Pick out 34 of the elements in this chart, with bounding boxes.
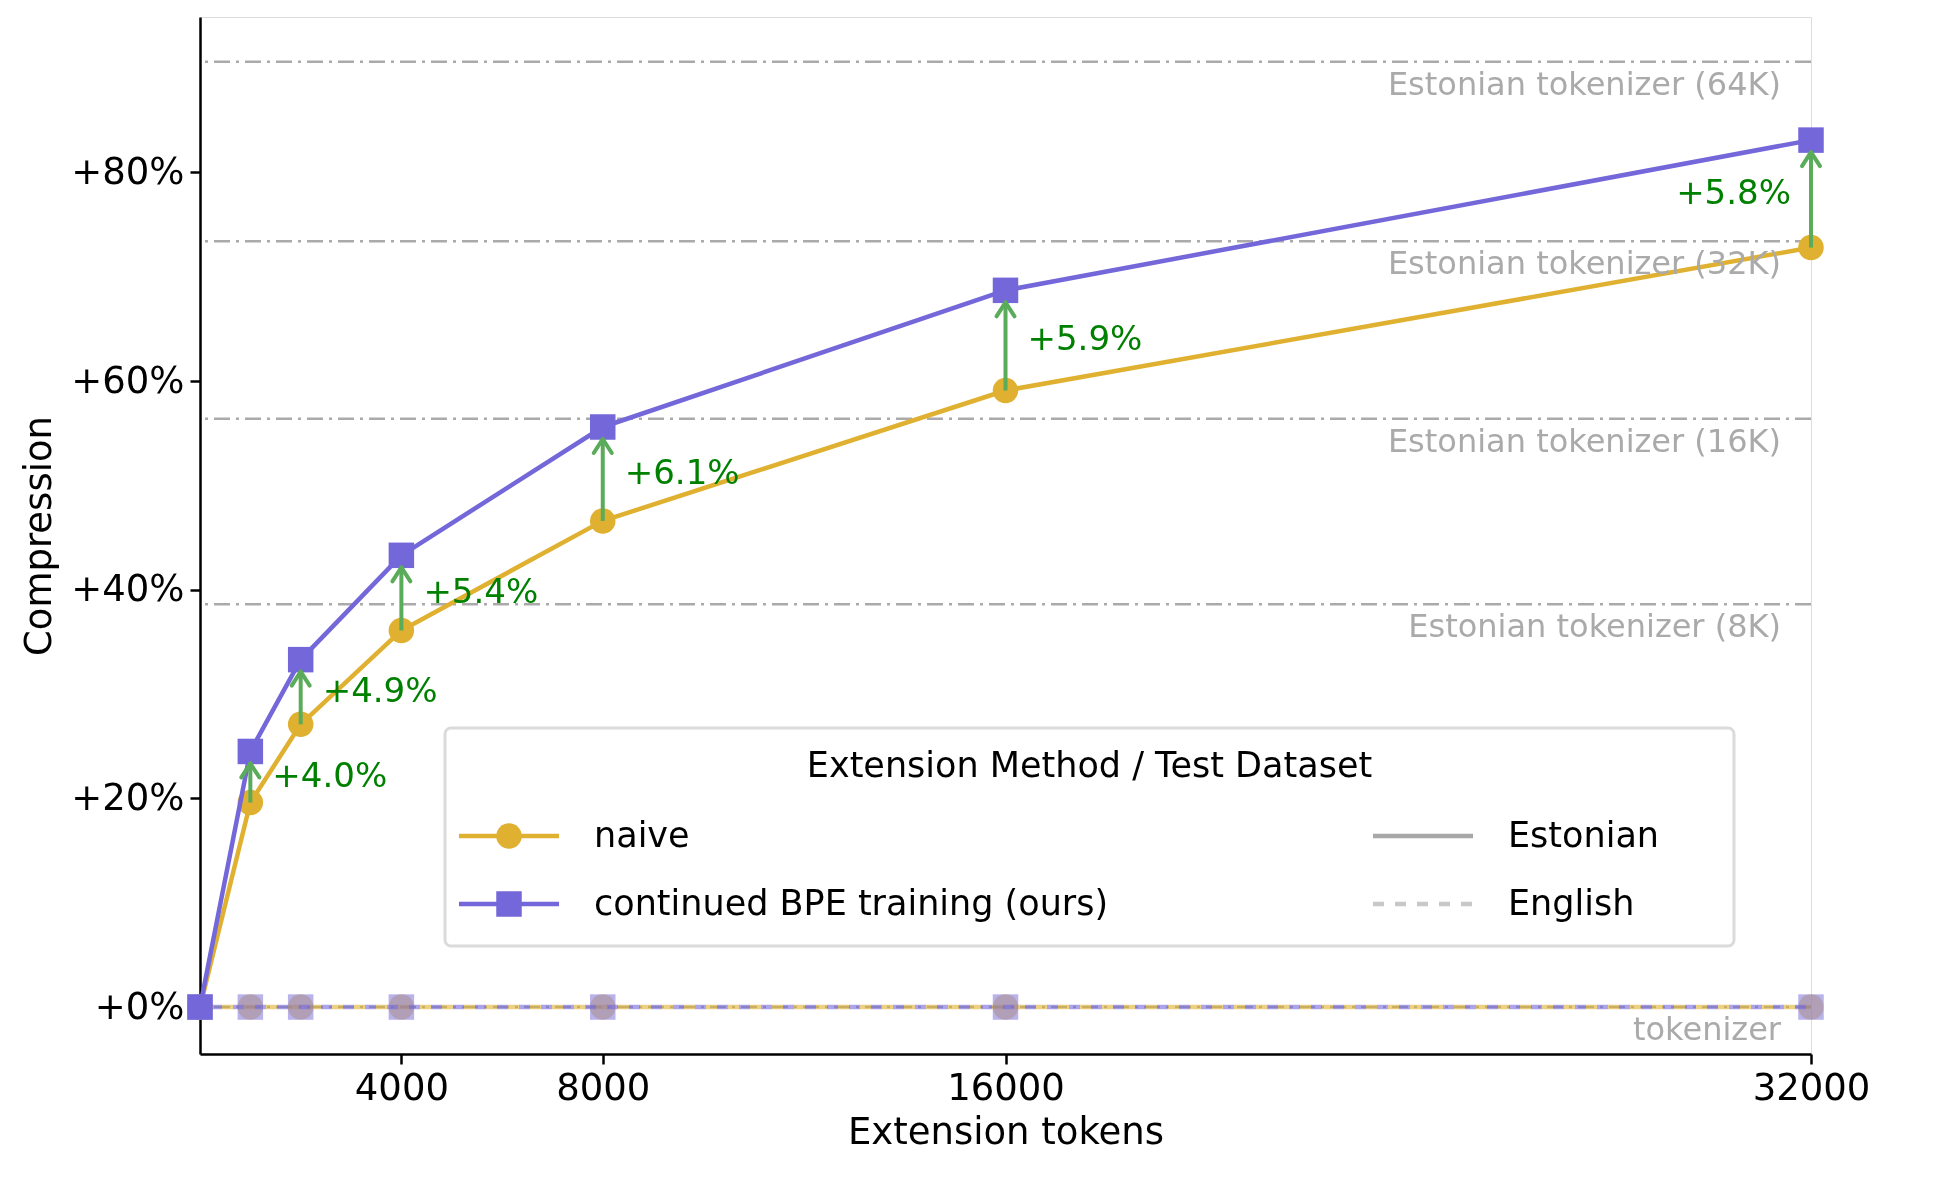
y-tick-label: +20%: [71, 775, 185, 819]
ref-line-label: Estonian tokenizer (16K): [1387, 421, 1781, 460]
point: [388, 617, 415, 644]
annotation: +4.0%: [272, 755, 388, 796]
ref-line-label: Estonian tokenizer (8K): [1408, 607, 1781, 646]
ref-line-label: Estonian tokenizer (64K): [1387, 64, 1781, 103]
y-tick-label: +80%: [71, 149, 185, 193]
y-tick-label: +0%: [94, 984, 185, 1028]
legend-label: continued BPE training (ours): [594, 883, 1109, 923]
legend-label: naive: [594, 815, 690, 855]
y-axis-title: Compression: [17, 415, 61, 657]
annotation: +5.8%: [1676, 171, 1791, 212]
ref-line-label: tokenizer: [1632, 1010, 1782, 1049]
x-tick-label: 8000: [556, 1065, 651, 1109]
y-tick-label: +60%: [71, 358, 185, 402]
point: [992, 277, 1019, 304]
point: [1798, 127, 1824, 153]
annotation: +6.1%: [624, 451, 740, 492]
point: [237, 738, 264, 765]
x-tick-label: 32000: [1752, 1065, 1871, 1109]
point: [287, 646, 314, 673]
x-tick-label: 16000: [947, 1065, 1065, 1109]
point: [590, 414, 616, 440]
legend-label: Estonian: [1508, 815, 1660, 855]
x-tick-label: 4000: [354, 1065, 449, 1109]
y-tick-label: +40%: [71, 567, 185, 611]
point: [287, 711, 314, 738]
x-axis-title: Extension tokens: [847, 1109, 1165, 1153]
legend-title: Extension Method / Test Dataset: [806, 745, 1373, 785]
point: [1798, 234, 1824, 261]
annotation: +5.9%: [1027, 318, 1143, 359]
point: [590, 508, 616, 534]
legend-label: English: [1508, 883, 1635, 923]
point: [388, 542, 415, 569]
